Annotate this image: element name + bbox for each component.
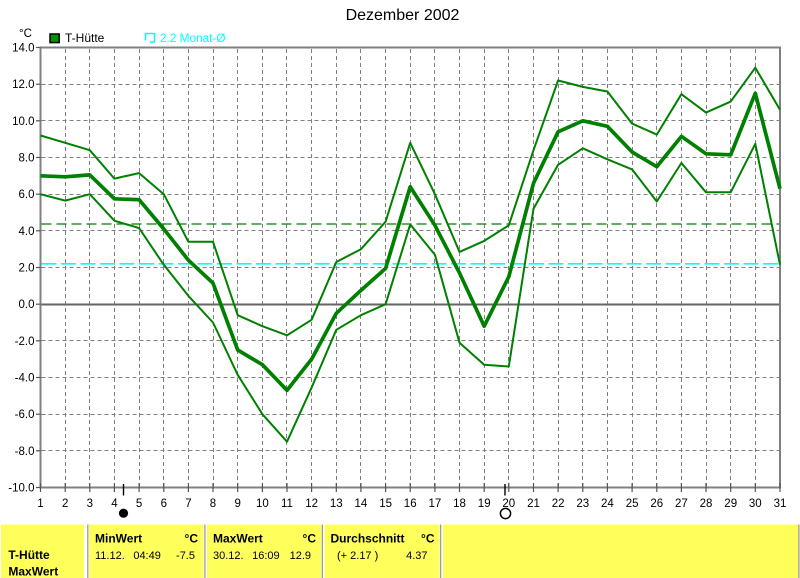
svg-text:°C: °C [303, 532, 317, 546]
svg-text:2.2 Monat-Ø: 2.2 Monat-Ø [160, 31, 226, 45]
svg-text:27: 27 [675, 498, 688, 510]
svg-text:16: 16 [404, 498, 417, 510]
svg-text:14.0: 14.0 [12, 43, 34, 55]
svg-text:4.0: 4.0 [19, 226, 35, 238]
svg-text:23: 23 [576, 498, 589, 510]
svg-text:26: 26 [650, 498, 663, 510]
svg-text:-4.0: -4.0 [15, 373, 35, 385]
svg-text:-2.0: -2.0 [15, 336, 35, 348]
svg-text:°C: °C [421, 532, 435, 546]
svg-text:6.0: 6.0 [19, 189, 35, 201]
svg-text:(+ 2.17 ): (+ 2.17 ) [337, 550, 378, 562]
svg-text:0.0: 0.0 [19, 299, 35, 311]
svg-text:12: 12 [305, 498, 318, 510]
svg-text:10.0: 10.0 [12, 116, 34, 128]
svg-text:5: 5 [136, 498, 142, 510]
svg-text:11.12. 04:49: 11.12. 04:49 [95, 550, 161, 562]
svg-text:30: 30 [749, 498, 762, 510]
svg-text:2: 2 [62, 498, 68, 510]
svg-text:19: 19 [478, 498, 491, 510]
svg-text:24: 24 [601, 498, 614, 510]
svg-text:31: 31 [774, 498, 787, 510]
svg-text:3: 3 [87, 498, 93, 510]
svg-text:15: 15 [379, 498, 392, 510]
svg-text:-10.0: -10.0 [8, 483, 34, 495]
svg-text:18: 18 [453, 498, 466, 510]
svg-text:-6.0: -6.0 [15, 409, 35, 421]
svg-text:°C: °C [185, 532, 199, 546]
svg-text:21: 21 [527, 498, 540, 510]
svg-text:8.0: 8.0 [19, 153, 35, 165]
svg-text:T-Hütte: T-Hütte [8, 548, 50, 562]
svg-text:1: 1 [37, 498, 43, 510]
svg-text:MinWert: MinWert [95, 532, 142, 546]
svg-text:T-Hütte: T-Hütte [65, 31, 105, 45]
svg-text:-7.5: -7.5 [176, 550, 195, 562]
svg-text:11: 11 [281, 498, 293, 510]
svg-text:10: 10 [256, 498, 269, 510]
svg-text:°C: °C [19, 28, 32, 40]
svg-text:20: 20 [502, 498, 515, 510]
svg-text:17: 17 [429, 498, 442, 510]
svg-text:28: 28 [700, 498, 713, 510]
svg-text:Dezember 2002: Dezember 2002 [346, 7, 460, 24]
svg-text:13: 13 [330, 498, 343, 510]
svg-text:7: 7 [185, 498, 191, 510]
svg-text:MaxWert: MaxWert [213, 532, 263, 546]
svg-text:6: 6 [161, 498, 167, 510]
svg-text:25: 25 [626, 498, 639, 510]
svg-text:8: 8 [210, 498, 216, 510]
svg-text:2.0: 2.0 [19, 263, 35, 275]
svg-text:-8.0: -8.0 [15, 446, 35, 458]
svg-text:4.37: 4.37 [406, 550, 427, 562]
svg-text:MaxWert: MaxWert [8, 565, 58, 578]
svg-text:4: 4 [111, 498, 118, 510]
svg-text:22: 22 [552, 498, 565, 510]
svg-text:9: 9 [234, 498, 240, 510]
svg-text:30.12. 16:09: 30.12. 16:09 [213, 550, 280, 562]
svg-text:12.0: 12.0 [12, 79, 34, 91]
svg-text:29: 29 [724, 498, 737, 510]
svg-text:14: 14 [355, 498, 368, 510]
svg-text:Durchschnitt: Durchschnitt [331, 532, 405, 546]
svg-text:12.9: 12.9 [290, 550, 311, 562]
